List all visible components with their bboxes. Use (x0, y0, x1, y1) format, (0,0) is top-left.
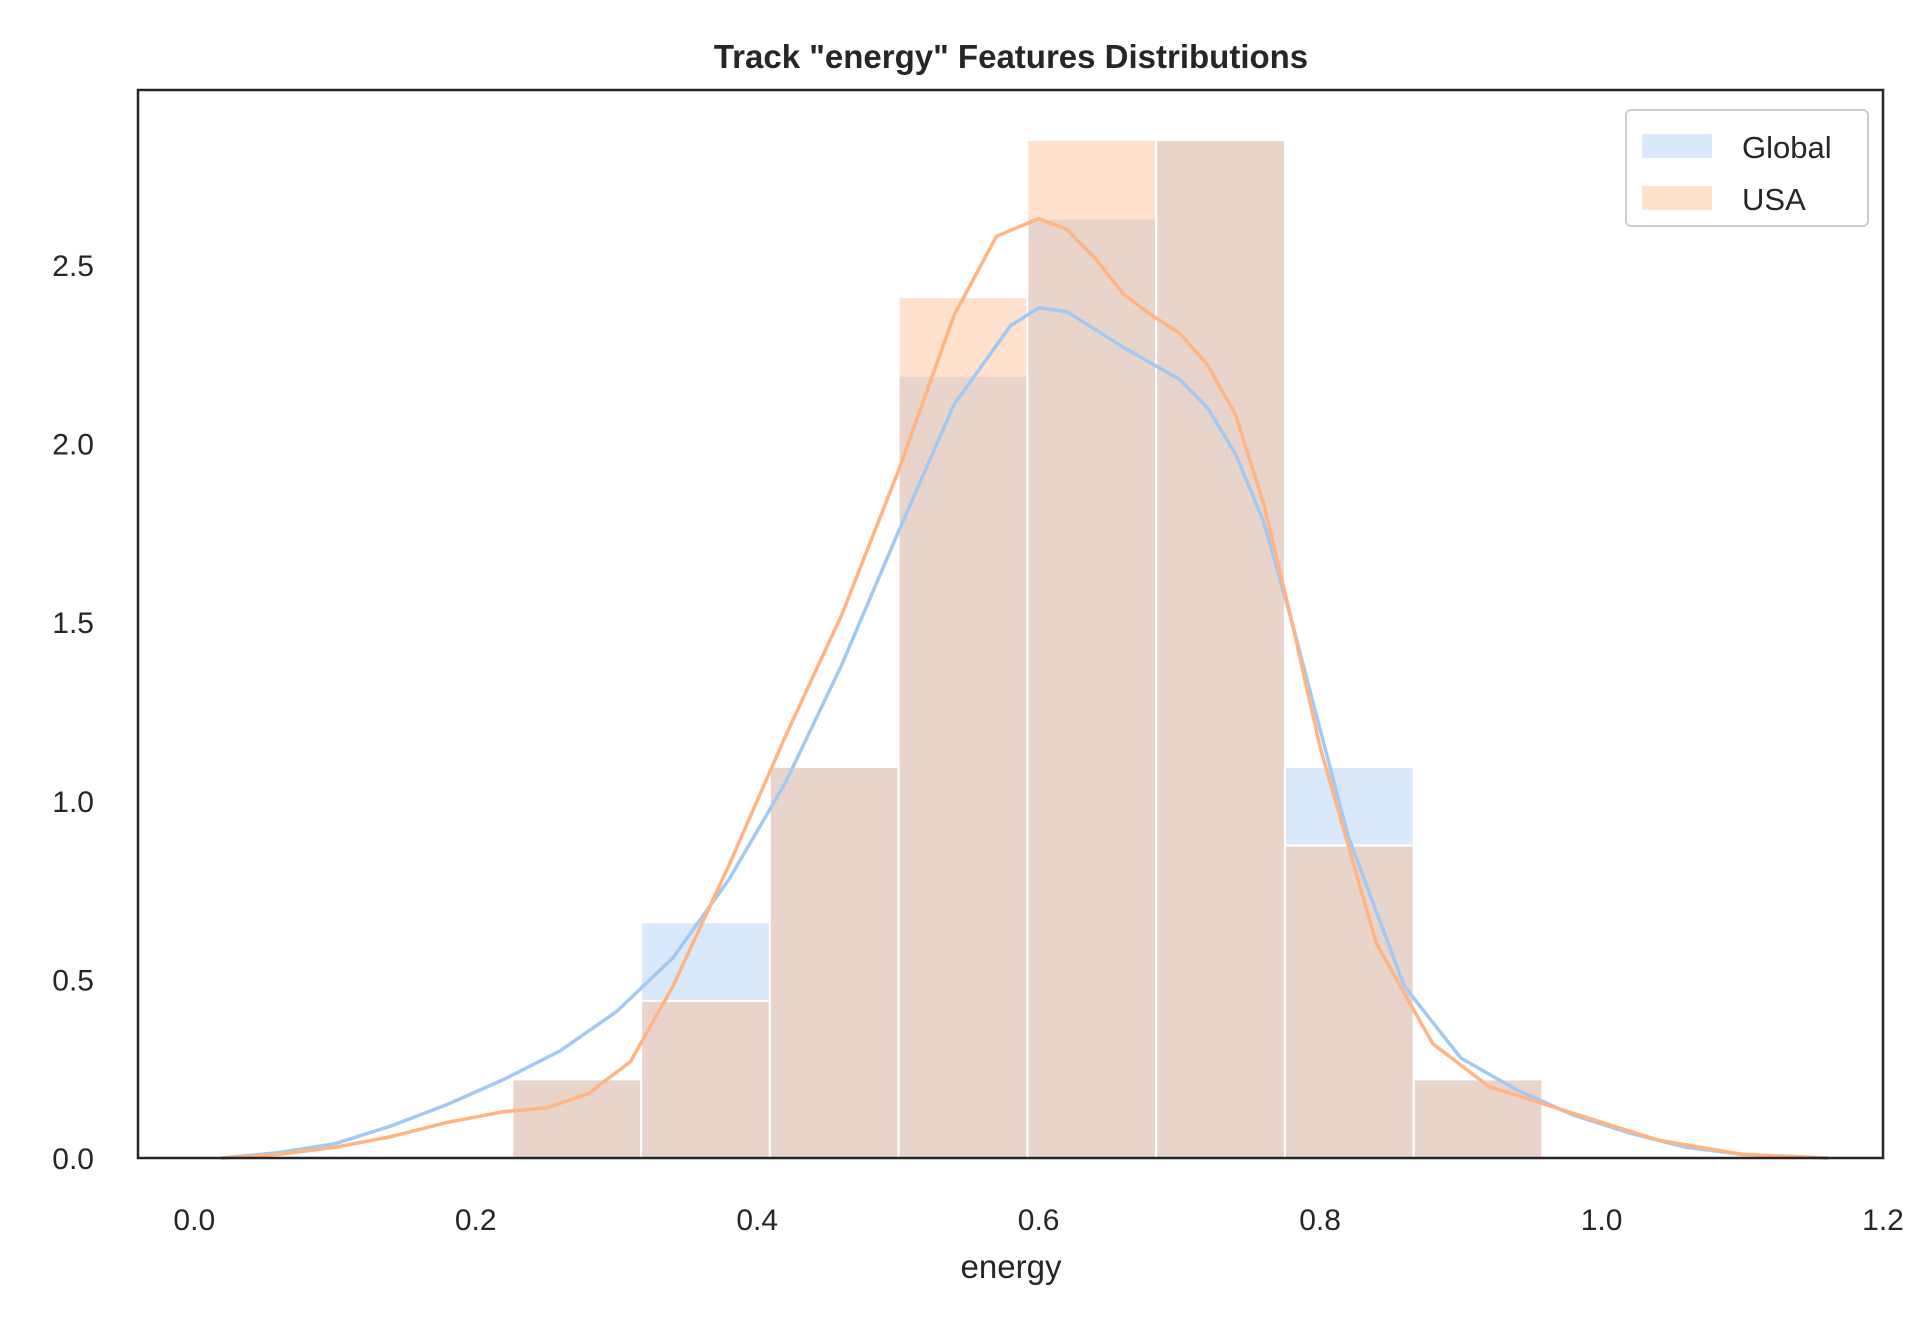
y-tick-label: 1.0 (52, 786, 94, 819)
plot-frame (136, 88, 1885, 1160)
histogram-bar-usa-5 (1155, 139, 1286, 1159)
histogram-bar-usa-1 (640, 999, 771, 1159)
legend-swatch-usa (1642, 186, 1712, 210)
histogram-bar-usa-4 (1026, 139, 1158, 1159)
chart-title: Track "energy" Features Distributions (714, 38, 1308, 75)
x-axis-label: energy (961, 1248, 1062, 1285)
histogram-bar-global-4 (1026, 217, 1158, 1159)
axes: 0.0 0.2 0.4 0.6 0.8 1.0 1.2 0.0 0.5 1.0 1.5 2.0 2.5 (52, 88, 1904, 1237)
legend-label-usa: USA (1742, 182, 1806, 217)
plot-area (220, 139, 1829, 1160)
histogram-bar-usa-6 (1283, 844, 1415, 1159)
histogram-bar-global-5 (1155, 139, 1286, 1159)
x-tick-label: 0.4 (736, 1204, 778, 1237)
histogram-bar-usa-2 (768, 765, 900, 1160)
legend-box (1625, 109, 1869, 227)
histogram-bar-global-1 (640, 921, 771, 1159)
x-tick-label: 0.2 (455, 1204, 497, 1237)
y-tick-label: 2.5 (52, 250, 94, 283)
legend: Global USA (1625, 109, 1869, 227)
legend-label-global: Global (1742, 130, 1832, 165)
x-tick-label: 1.0 (1581, 1204, 1623, 1237)
y-tick-label: 2.0 (52, 429, 94, 462)
x-tick-label: 0.8 (1299, 1204, 1341, 1237)
y-tick-label: 0.0 (52, 1143, 94, 1176)
histogram-bar-usa-0 (511, 1078, 643, 1160)
x-tick-label: 1.2 (1862, 1204, 1904, 1237)
y-tick-label: 0.5 (52, 964, 94, 997)
histogram-bar-usa-3 (897, 296, 1029, 1159)
histogram-bar-global-3 (897, 374, 1029, 1159)
kde-line-usa (220, 216, 1829, 1160)
series-global-bars (511, 139, 1544, 1160)
x-tick-label: 0.6 (1018, 1204, 1060, 1237)
kde-line-global (220, 306, 1829, 1160)
legend-swatch-global (1642, 134, 1712, 158)
series-usa-bars (511, 139, 1544, 1160)
x-tick-label: 0.0 (173, 1204, 215, 1237)
histogram-bar-global-0 (511, 1078, 643, 1160)
y-tick-label: 1.5 (52, 607, 94, 640)
